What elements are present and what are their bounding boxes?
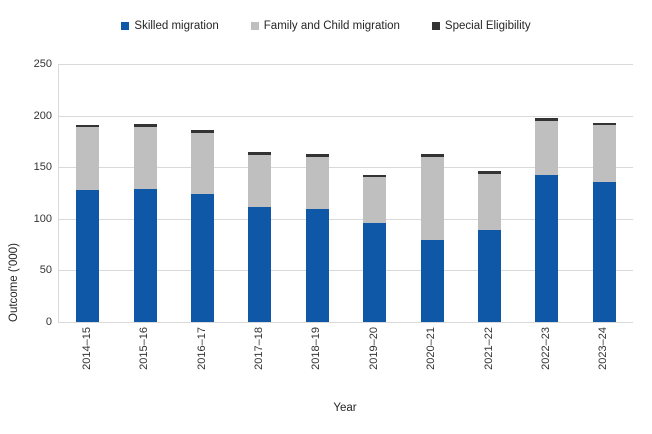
- x-axis-ticks: 2014–15 2015–16 2016–17 2017–18 2018–19 2019–…: [58, 327, 632, 391]
- bar-group-2017–18: [231, 64, 288, 322]
- bar-segment-family-and-child-migration: [133, 126, 157, 190]
- x-tick-label-2021–22: 2021–22: [482, 327, 495, 370]
- bar-segment-special-eligibility: [478, 171, 502, 174]
- legend-swatch-family-child-migration: [250, 22, 259, 30]
- legend: Skilled migration Family and Child migra…: [0, 20, 652, 32]
- bar-segment-skilled-migration: [305, 208, 329, 322]
- bar-segment-family-and-child-migration: [76, 127, 100, 191]
- x-tick-label-2014–15: 2014–15: [80, 327, 93, 370]
- bar-segment-family-and-child-migration: [592, 125, 616, 182]
- bar-2020–21: [420, 154, 444, 322]
- bar-segment-skilled-migration: [535, 175, 559, 322]
- bar-segment-special-eligibility: [305, 154, 329, 157]
- y-tick-label-100: 100: [33, 213, 52, 225]
- bar-segment-skilled-migration: [592, 181, 616, 322]
- bar-segment-skilled-migration: [133, 189, 157, 322]
- x-tick-label-2015–16: 2015–16: [138, 327, 151, 370]
- y-tick-label-50: 50: [39, 264, 52, 276]
- bar-group-2014–15: [59, 64, 116, 322]
- bar-group-2020–21: [403, 64, 460, 322]
- legend-swatch-skilled-migration: [121, 22, 130, 30]
- bar-group-2022–23: [518, 64, 575, 322]
- bar-segment-family-and-child-migration: [363, 177, 387, 224]
- bar-segment-special-eligibility: [191, 130, 215, 133]
- y-tick-label-200: 200: [33, 110, 52, 122]
- y-tick-label-0: 0: [45, 316, 52, 328]
- x-tick-cell: 2015–16: [115, 327, 172, 391]
- bar-segment-family-and-child-migration: [305, 156, 329, 209]
- gridline-150: [59, 167, 633, 168]
- y-tick-label-150: 150: [33, 161, 52, 173]
- x-tick-cell: 2019–20: [345, 327, 402, 391]
- bar-2019–20: [363, 174, 387, 322]
- bar-segment-family-and-child-migration: [535, 120, 559, 176]
- x-tick-label-2023–24: 2023–24: [597, 327, 610, 370]
- bar-group-2021–22: [461, 64, 518, 322]
- legend-label-family-child-migration: Family and Child migration: [263, 20, 400, 32]
- x-tick-label-2016–17: 2016–17: [195, 327, 208, 370]
- bar-group-2016–17: [174, 64, 231, 322]
- legend-item-family-child-migration: Family and Child migration: [250, 20, 400, 32]
- gridline-250: [59, 64, 633, 65]
- bar-segment-special-eligibility: [76, 124, 100, 128]
- bar-segment-skilled-migration: [248, 207, 272, 322]
- x-tick-cell: 2018–19: [288, 327, 345, 391]
- bars-container: [59, 64, 633, 322]
- bar-2017–18: [248, 152, 272, 322]
- bar-2014–15: [76, 124, 100, 322]
- bar-segment-skilled-migration: [478, 230, 502, 322]
- legend-label-special-eligibility: Special Eligibility: [444, 20, 531, 32]
- bar-segment-skilled-migration: [363, 223, 387, 322]
- legend-swatch-special-eligibility: [431, 22, 440, 30]
- bar-2015–16: [133, 124, 157, 322]
- x-tick-cell: 2022–23: [517, 327, 574, 391]
- gridline-50: [59, 270, 633, 271]
- x-tick-cell: 2017–18: [230, 327, 287, 391]
- bar-segment-special-eligibility: [133, 124, 157, 127]
- y-axis-title: Outcome ('000): [8, 243, 20, 322]
- bar-segment-special-eligibility: [363, 174, 387, 178]
- bar-group-2018–19: [289, 64, 346, 322]
- bar-segment-special-eligibility: [592, 122, 616, 126]
- bar-segment-special-eligibility: [535, 118, 559, 121]
- x-tick-label-2020–21: 2020–21: [425, 327, 438, 370]
- bar-2022–23: [535, 118, 559, 322]
- bar-segment-special-eligibility: [420, 154, 444, 157]
- legend-label-skilled-migration: Skilled migration: [134, 20, 219, 32]
- bar-segment-special-eligibility: [248, 152, 272, 155]
- gridline-200: [59, 116, 633, 117]
- legend-item-skilled-migration: Skilled migration: [121, 20, 219, 32]
- x-tick-cell: 2020–21: [402, 327, 459, 391]
- bar-segment-family-and-child-migration: [248, 154, 272, 208]
- bar-segment-family-and-child-migration: [420, 156, 444, 240]
- x-tick-label-2018–19: 2018–19: [310, 327, 323, 370]
- bar-segment-family-and-child-migration: [478, 173, 502, 230]
- bar-2016–17: [191, 130, 215, 322]
- x-tick-label-2019–20: 2019–20: [367, 327, 380, 370]
- gridline-100: [59, 219, 633, 220]
- bar-2021–22: [478, 171, 502, 322]
- bar-segment-skilled-migration: [76, 190, 100, 322]
- x-tick-cell: 2016–17: [173, 327, 230, 391]
- bar-segment-skilled-migration: [420, 239, 444, 322]
- x-axis-title: Year: [333, 402, 357, 414]
- y-tick-label-250: 250: [33, 58, 52, 70]
- plot-area: [58, 64, 633, 323]
- x-tick-cell: 2023–24: [575, 327, 632, 391]
- x-tick-cell: 2014–15: [58, 327, 115, 391]
- x-tick-label-2022–23: 2022–23: [539, 327, 552, 370]
- x-tick-cell: 2021–22: [460, 327, 517, 391]
- x-tick-label-2017–18: 2017–18: [252, 327, 265, 370]
- bar-segment-family-and-child-migration: [191, 132, 215, 195]
- bar-2018–19: [305, 154, 329, 322]
- bar-group-2015–16: [116, 64, 173, 322]
- bar-2023–24: [592, 122, 616, 322]
- bar-segment-skilled-migration: [191, 194, 215, 322]
- bar-group-2023–24: [576, 64, 633, 322]
- legend-item-special-eligibility: Special Eligibility: [431, 20, 531, 32]
- bar-group-2019–20: [346, 64, 403, 322]
